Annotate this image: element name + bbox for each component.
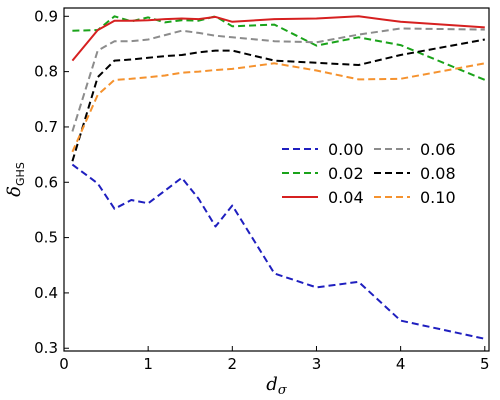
- x-tick-label: 1: [143, 355, 153, 373]
- x-axis-label-base: d: [266, 374, 278, 395]
- y-axis-label-sub: GHS: [14, 162, 27, 186]
- y-tick-label: 0.9: [34, 7, 58, 25]
- legend-label-0.04: 0.04: [328, 188, 364, 207]
- x-tick-label: 3: [312, 355, 322, 373]
- legend-label-0.08: 0.08: [420, 164, 456, 183]
- series-line-0.00: [71, 163, 486, 340]
- y-tick-label: 0.6: [34, 173, 58, 191]
- ticks-layer: 0 1 2 3 4 5 0.3 0.4 0.5 0.6 0.7 0.8 0.9: [34, 7, 489, 373]
- series-line-0.02: [72, 15, 486, 81]
- series-line-0.10: [71, 62, 485, 153]
- x-tick-label: 5: [480, 355, 490, 373]
- series-line-0.04: [71, 15, 485, 62]
- y-tick-label: 0.3: [34, 339, 58, 357]
- y-tick-label: 0.8: [34, 63, 58, 81]
- plot-frame: [63, 7, 490, 352]
- legend-label-0.02: 0.02: [328, 164, 364, 183]
- y-axis-label-base: δ: [4, 186, 25, 197]
- series-layer: [71, 15, 486, 340]
- series-line-0.06: [71, 27, 485, 132]
- x-axis-label-sub: σ: [278, 383, 288, 398]
- legend-label-0.10: 0.10: [420, 188, 456, 207]
- y-tick-label: 0.7: [34, 118, 58, 136]
- series-line-0.08: [71, 38, 485, 162]
- legend-label-0.00: 0.00: [328, 140, 364, 159]
- y-tick-label: 0.5: [34, 229, 58, 247]
- x-axis-label: dσ: [266, 374, 288, 398]
- y-axis-label: δGHS: [4, 162, 27, 197]
- x-tick-label: 2: [228, 355, 238, 373]
- x-tick-label: 4: [396, 355, 406, 373]
- x-tick-label: 0: [59, 355, 69, 373]
- legend: 0.00 0.02 0.04 0.06 0.08 0.10: [282, 140, 456, 207]
- y-tick-label: 0.4: [34, 284, 58, 302]
- legend-label-0.06: 0.06: [420, 140, 456, 159]
